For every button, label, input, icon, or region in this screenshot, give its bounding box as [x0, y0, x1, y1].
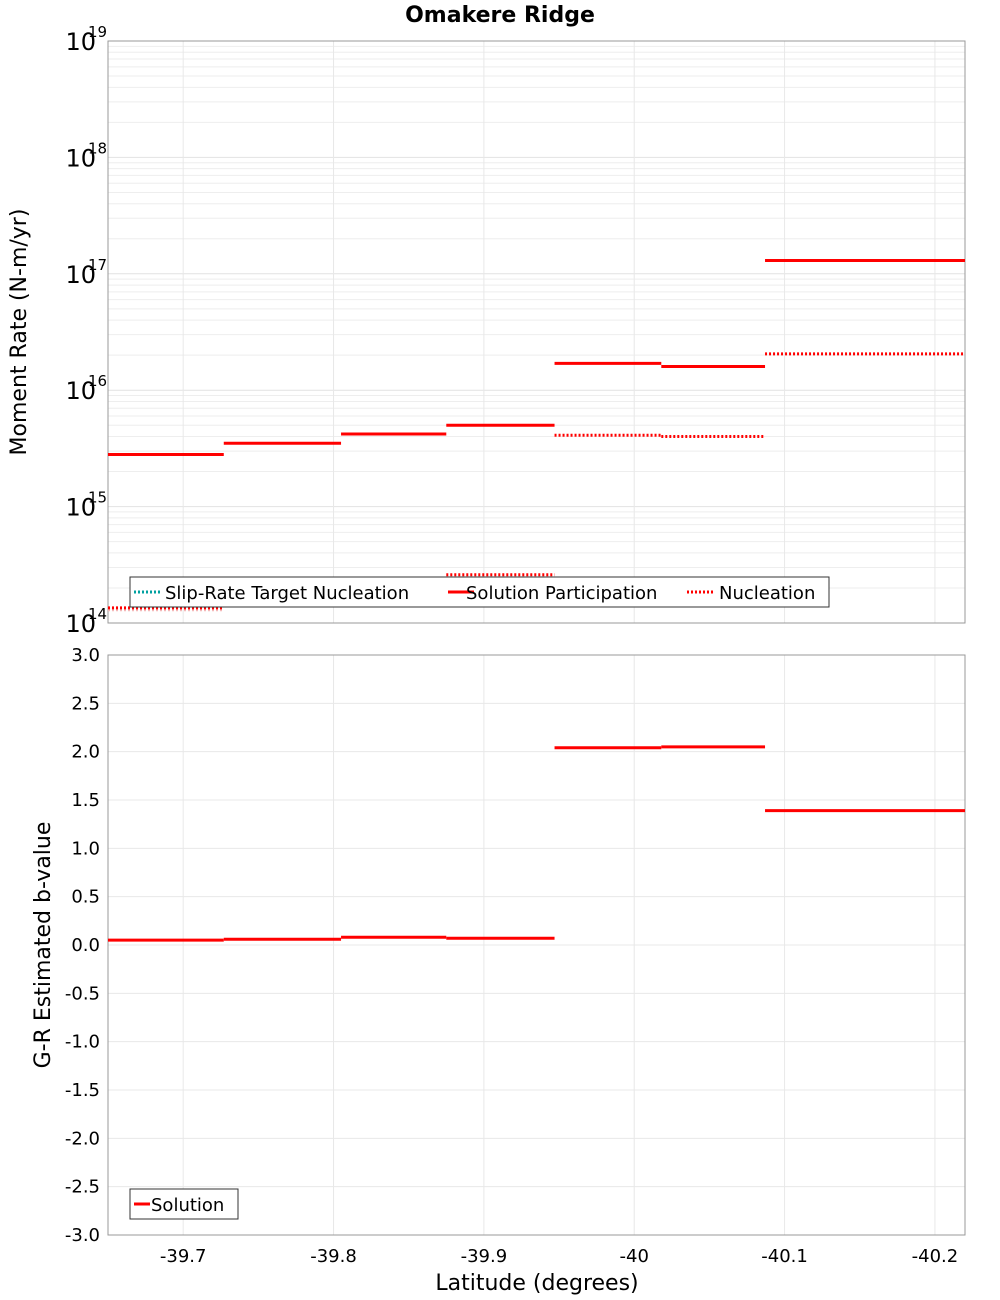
y-tick-exponent: 14 — [88, 605, 107, 623]
y-tick-label: 0.5 — [71, 887, 100, 908]
y-tick-label: 1.5 — [71, 790, 100, 811]
y-tick-label: 10 — [65, 610, 96, 638]
b-value-panel: 3.0 2.5 2.0 1.5 1.0 0.5 0.0 -0.5 -1.0 -1.5 -2.0 -2.… — [65, 645, 966, 1267]
legend-label: Slip-Rate Target Nucleation — [165, 583, 409, 604]
y-tick-label: 1.0 — [71, 838, 100, 859]
legend-label: Solution — [151, 1195, 224, 1216]
legend-b-value: Solution — [129, 1188, 239, 1220]
y-tick-label: -2.0 — [65, 1128, 100, 1149]
y-tick-label: -0.5 — [65, 983, 100, 1004]
x-tick-label: -40.1 — [761, 1246, 808, 1267]
x-tick-label: -40.2 — [912, 1246, 959, 1267]
x-tick-label: -39.7 — [160, 1246, 207, 1267]
y-tick-exponent: 15 — [88, 489, 107, 507]
y-tick-label: 3.0 — [71, 645, 100, 666]
legend-moment-rate: Slip-Rate Target Nucleation Solution Part… — [129, 576, 830, 608]
y-tick-label: 0.0 — [71, 935, 100, 956]
y-tick-exponent: 17 — [88, 256, 107, 274]
y-tick-label: 2.0 — [71, 742, 100, 763]
y-tick-exponent: 19 — [88, 23, 107, 41]
y-tick-label: 2.5 — [71, 693, 100, 714]
y-axis-label-moment-rate: Moment Rate (N-m/yr) — [7, 209, 32, 456]
x-tick-label: -40 — [620, 1246, 649, 1267]
x-tick-label: -39.8 — [310, 1246, 357, 1267]
legend-label: Nucleation — [719, 583, 815, 604]
x-axis-label: Latitude (degrees) — [435, 1271, 638, 1296]
y-tick-label: 10 — [65, 494, 96, 522]
y-tick-exponent: 18 — [88, 139, 107, 157]
y-tick-label: -3.0 — [65, 1225, 100, 1246]
y-axis-label-b-value: G-R Estimated b-value — [31, 822, 56, 1069]
y-tick-label: -2.5 — [65, 1177, 100, 1198]
plot-frame — [107, 654, 966, 1236]
x-tick-label: -39.9 — [461, 1246, 508, 1267]
y-tick-label: 10 — [65, 261, 96, 289]
y-tick-label: 10 — [65, 28, 96, 56]
plot-frame — [107, 40, 966, 624]
y-tick-exponent: 16 — [88, 372, 107, 390]
y-tick-label: -1.0 — [65, 1032, 100, 1053]
chart-title: Omakere Ridge — [405, 3, 595, 28]
legend-label: Solution Participation — [466, 583, 657, 604]
y-tick-label: 10 — [65, 144, 96, 172]
y-tick-label: 10 — [65, 377, 96, 405]
y-tick-label: -1.5 — [65, 1080, 100, 1101]
